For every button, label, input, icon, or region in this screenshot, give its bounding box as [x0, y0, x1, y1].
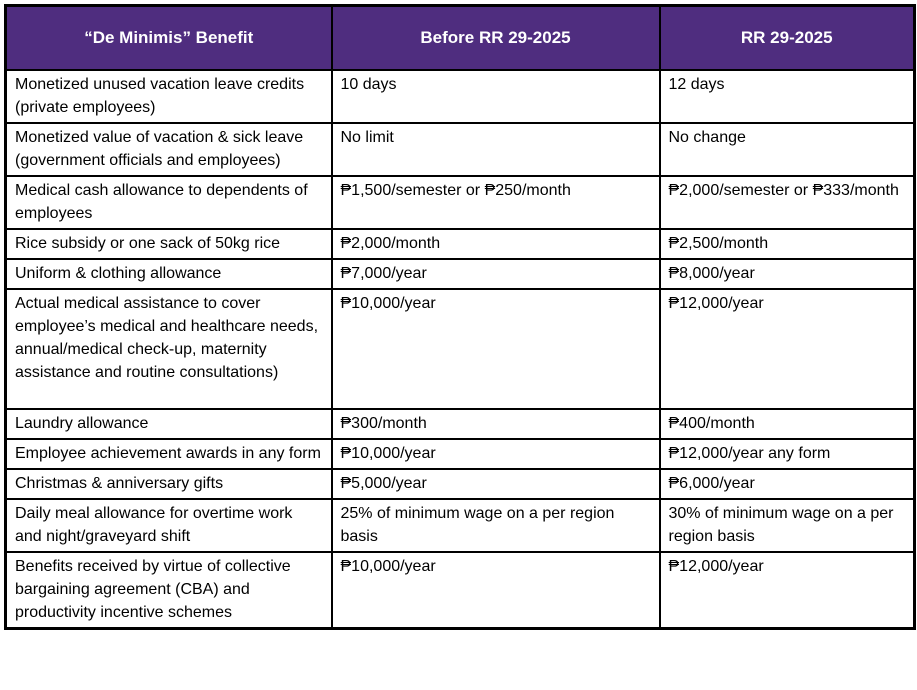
after-value-cell: ₱12,000/year any form — [658, 437, 916, 470]
benefit-cell: Daily meal allowance for overtime work a… — [4, 497, 333, 553]
table-row: Christmas & anniversary gifts ₱5,000/year… — [4, 467, 916, 500]
header-row: “De Minimis” Benefit Before RR 29-2025 R… — [4, 4, 916, 71]
table-body: Monetized unused vacation leave credits … — [4, 68, 916, 629]
before-value-cell: ₱1,500/semester or ₱250/month — [330, 174, 661, 230]
after-value-cell: ₱6,000/year — [658, 467, 916, 500]
before-value-cell: ₱300/month — [330, 407, 661, 440]
before-value-cell: ₱10,000/year — [330, 437, 661, 470]
after-value-cell: ₱12,000/year — [658, 287, 916, 410]
before-value-cell: No limit — [330, 121, 661, 177]
header-before-column: Before RR 29-2025 — [330, 4, 661, 71]
before-value-cell: 10 days — [330, 68, 661, 124]
before-value-cell: ₱2,000/month — [330, 227, 661, 260]
benefit-cell: Monetized value of vacation & sick leave… — [4, 121, 333, 177]
benefit-cell: Actual medical assistance to cover emplo… — [4, 287, 333, 410]
before-value-cell: ₱10,000/year — [330, 287, 661, 410]
after-value-cell: ₱2,500/month — [658, 227, 916, 260]
table-row: Employee achievement awards in any form ₱… — [4, 437, 916, 470]
table-row: Daily meal allowance for overtime work a… — [4, 497, 916, 553]
benefit-cell: Medical cash allowance to dependents of … — [4, 174, 333, 230]
table-row: Medical cash allowance to dependents of … — [4, 174, 916, 230]
header-after-column: RR 29-2025 — [658, 4, 916, 71]
after-value-cell: ₱12,000/year — [658, 550, 916, 629]
after-value-cell: 12 days — [658, 68, 916, 124]
table-row: Monetized value of vacation & sick leave… — [4, 121, 916, 177]
benefit-cell: Uniform & clothing allowance — [4, 257, 333, 290]
benefit-cell: Employee achievement awards in any form — [4, 437, 333, 470]
after-value-cell: 30% of minimum wage on a per region basi… — [658, 497, 916, 553]
table-row: Monetized unused vacation leave credits … — [4, 68, 916, 124]
after-value-cell: No change — [658, 121, 916, 177]
benefit-cell: Benefits received by virtue of collectiv… — [4, 550, 333, 629]
table-row: Uniform & clothing allowance ₱7,000/year ₱… — [4, 257, 916, 290]
benefit-cell: Monetized unused vacation leave credits … — [4, 68, 333, 124]
after-value-cell: ₱2,000/semester or ₱333/month — [658, 174, 916, 230]
before-value-cell: ₱10,000/year — [330, 550, 661, 629]
benefit-cell: Laundry allowance — [4, 407, 333, 440]
before-value-cell: ₱7,000/year — [330, 257, 661, 290]
table-header: “De Minimis” Benefit Before RR 29-2025 R… — [4, 4, 916, 71]
before-value-cell: 25% of minimum wage on a per region basi… — [330, 497, 661, 553]
after-value-cell: ₱8,000/year — [658, 257, 916, 290]
table-row: Rice subsidy or one sack of 50kg rice ₱2,… — [4, 227, 916, 260]
before-value-cell: ₱5,000/year — [330, 467, 661, 500]
table-row: Benefits received by virtue of collectiv… — [4, 550, 916, 629]
header-benefit-column: “De Minimis” Benefit — [4, 4, 333, 71]
table-row: Actual medical assistance to cover emplo… — [4, 287, 916, 410]
de-minimis-benefits-table: “De Minimis” Benefit Before RR 29-2025 R… — [4, 4, 916, 630]
after-value-cell: ₱400/month — [658, 407, 916, 440]
benefit-cell: Rice subsidy or one sack of 50kg rice — [4, 227, 333, 260]
benefit-cell: Christmas & anniversary gifts — [4, 467, 333, 500]
table-row: Laundry allowance ₱300/month ₱400/month — [4, 407, 916, 440]
